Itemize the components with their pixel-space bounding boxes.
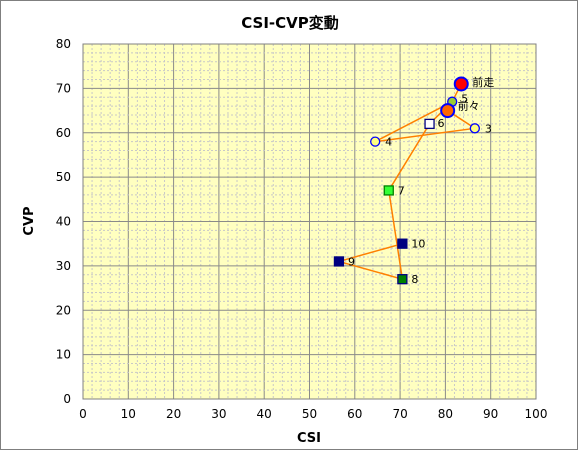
data-point: [370, 136, 381, 147]
data-point: [397, 238, 408, 249]
data-label: 3: [485, 122, 492, 135]
x-tick-label: 60: [347, 407, 362, 421]
data-point: [469, 123, 480, 134]
x-tick-label: 50: [302, 407, 317, 421]
x-tick-label: 0: [79, 407, 87, 421]
x-tick-label: 20: [166, 407, 181, 421]
y-tick-label: 10: [56, 348, 71, 362]
data-label: 10: [411, 238, 425, 251]
y-tick-label: 20: [56, 303, 71, 317]
y-tick-label: 70: [56, 81, 71, 95]
y-tick-label: 30: [56, 259, 71, 273]
data-label: 7: [398, 184, 405, 197]
x-tick-label: 40: [257, 407, 272, 421]
y-tick-label: 40: [56, 215, 71, 229]
data-label: 5: [461, 93, 468, 106]
x-tick-label: 100: [525, 407, 548, 421]
y-tick-label: 0: [63, 392, 71, 406]
x-axis-label: CSI: [297, 431, 321, 446]
data-label: 4: [385, 136, 392, 149]
y-tick-label: 80: [56, 37, 71, 51]
data-point: [333, 256, 345, 267]
data-point: [440, 103, 456, 119]
data-label: 前走: [472, 75, 494, 89]
y-tick-label: 50: [56, 170, 71, 184]
data-point: [397, 274, 408, 285]
data-point: [383, 185, 394, 196]
data-point: [424, 118, 435, 130]
marker-layer: [333, 76, 480, 285]
x-tick-label: 90: [483, 407, 498, 421]
data-label: 9: [348, 255, 355, 268]
data-label: 8: [411, 273, 418, 286]
data-point: [453, 76, 469, 92]
data-label: 6: [438, 117, 445, 130]
x-tick-label: 80: [438, 407, 453, 421]
tick-layer: 0 10 20 30 40 50 60 70 80 90 100 0 10 20 30 40 50 60 70 80: [56, 37, 548, 421]
x-tick-label: 70: [392, 407, 407, 421]
plot-border: [82, 43, 537, 400]
y-axis-label: CVP: [22, 206, 37, 235]
x-tick-label: 10: [121, 407, 136, 421]
y-tick-label: 60: [56, 126, 71, 140]
grid-layer: [83, 44, 536, 399]
x-tick-label: 30: [211, 407, 226, 421]
chart-title: CSI-CVP変動: [241, 14, 339, 32]
data-label: 前々: [458, 99, 480, 113]
